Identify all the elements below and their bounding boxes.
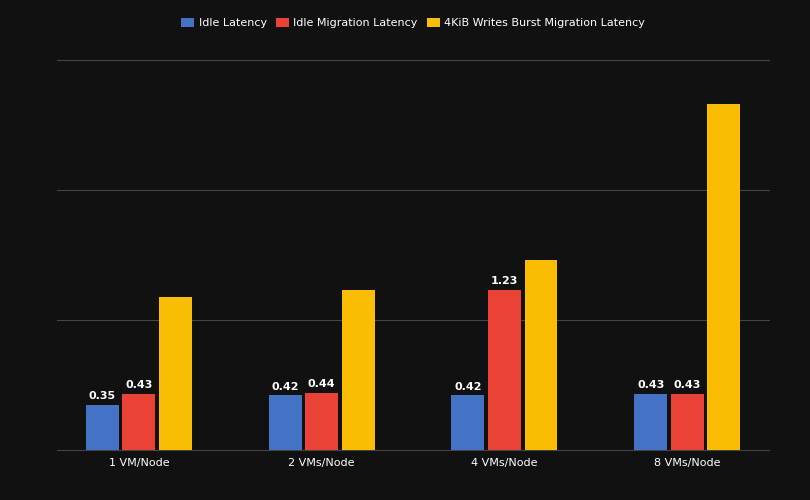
Text: 0.43: 0.43: [126, 380, 152, 390]
Bar: [634, 394, 667, 450]
Text: 0.42: 0.42: [454, 382, 482, 392]
Bar: [488, 290, 521, 450]
Bar: [269, 396, 301, 450]
Legend: Idle Latency, Idle Migration Latency, 4KiB Writes Burst Migration Latency: Idle Latency, Idle Migration Latency, 4K…: [177, 15, 649, 32]
Bar: [86, 404, 119, 450]
Bar: [159, 296, 192, 450]
Text: 0.35: 0.35: [89, 390, 116, 400]
Text: 1.23: 1.23: [344, 276, 372, 286]
Bar: [451, 396, 484, 450]
Text: 1.18: 1.18: [162, 282, 190, 292]
Bar: [122, 394, 156, 450]
Text: 0.44: 0.44: [308, 379, 335, 389]
Bar: [707, 104, 740, 450]
Bar: [342, 290, 375, 450]
Text: 0.42: 0.42: [271, 382, 299, 392]
Bar: [525, 260, 557, 450]
Bar: [671, 394, 704, 450]
Text: 0.43: 0.43: [674, 380, 701, 390]
Text: 1.23: 1.23: [491, 276, 518, 286]
Text: 1.46: 1.46: [527, 246, 555, 256]
Text: 2.66: 2.66: [710, 90, 738, 101]
Bar: [305, 393, 338, 450]
Text: 0.43: 0.43: [637, 380, 664, 390]
